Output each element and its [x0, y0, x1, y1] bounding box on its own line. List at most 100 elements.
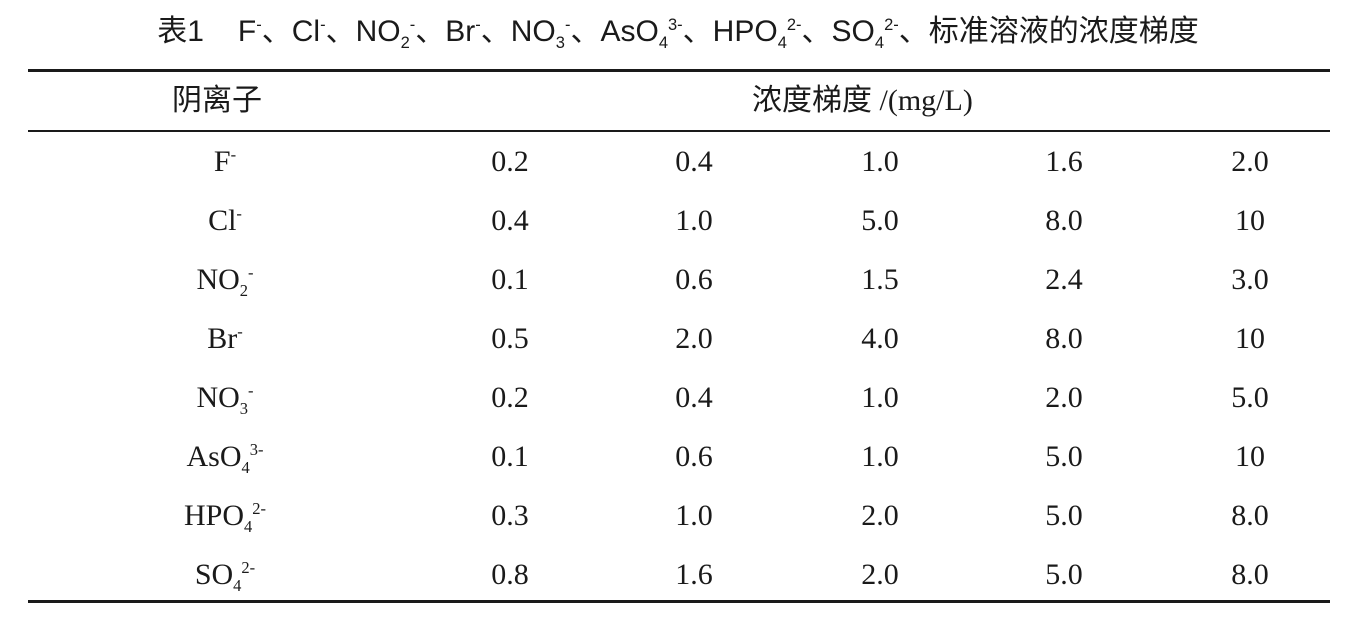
anion-cell: NO2-	[130, 250, 320, 309]
caption-ion: Cl-	[292, 15, 326, 48]
concentration-cell: 0.4	[675, 145, 713, 178]
ion-charge: -	[236, 204, 242, 223]
ion-charge: -	[475, 16, 481, 34]
concentration-cell: 2.0	[1045, 381, 1083, 414]
top-rule	[28, 69, 1330, 72]
concentration-cell: 0.1	[491, 440, 529, 473]
concentration-cell: 5.0	[1045, 499, 1083, 532]
caption-ion-list: F-、Cl-、NO2-、Br-、NO3-、AsO43-、HPO42-、SO42-…	[238, 15, 929, 51]
caption-separator: 、	[261, 15, 292, 48]
concentration-cell: 10	[1235, 204, 1265, 237]
caption-separator: 、	[682, 15, 713, 48]
concentration-cell: 1.6	[1045, 145, 1083, 178]
concentration-cell: 10	[1235, 322, 1265, 355]
ion-subscript: 4	[241, 458, 250, 477]
ion-charge: -	[248, 263, 254, 282]
ion-subscript: 4	[777, 34, 787, 52]
ion-symbol: Br	[207, 322, 238, 355]
caption-ion: AsO43-	[600, 15, 683, 51]
ion-symbol: NO	[510, 15, 556, 48]
header-rule	[28, 130, 1330, 132]
concentration-cell: 0.6	[675, 263, 713, 296]
caption-separator: 、	[415, 15, 446, 48]
ion-symbol: NO	[196, 263, 240, 296]
ion-subscript: 2	[239, 281, 249, 300]
ion-subscript: 2	[400, 34, 410, 52]
ion-symbol: Br	[445, 15, 476, 48]
ion-symbol: AsO	[600, 15, 659, 48]
concentration-cell: 8.0	[1231, 499, 1269, 532]
concentration-cell: 0.6	[675, 440, 713, 473]
ion-symbol: SO	[194, 558, 234, 591]
ion-charge: 3-	[249, 440, 264, 459]
concentration-cell: 1.0	[861, 440, 899, 473]
caption-ion: NO3-	[510, 15, 571, 51]
ion-symbol: AsO	[186, 440, 242, 473]
ion-charge: -	[237, 322, 243, 341]
concentration-cell: 1.0	[861, 381, 899, 414]
concentration-cell: 2.0	[861, 499, 899, 532]
caption-separator: 、	[570, 15, 601, 48]
ion-charge: -	[320, 16, 326, 34]
concentration-cell: 3.0	[1231, 263, 1269, 296]
concentration-cell: 2.4	[1045, 263, 1083, 296]
concentration-cell: 0.5	[491, 322, 529, 355]
caption-ion: F-	[238, 15, 262, 48]
table-caption: 表1 F-、Cl-、NO2-、Br-、NO3-、AsO43-、HPO42-、SO4…	[0, 10, 1356, 54]
ion-subscript: 4	[233, 576, 242, 595]
concentration-cell: 1.0	[861, 145, 899, 178]
concentration-cell: 1.0	[675, 499, 713, 532]
ion-subscript: 4	[874, 34, 885, 52]
ion-charge: -	[409, 16, 416, 34]
table-number: 表1	[157, 15, 204, 48]
header-concentration-gradient: 浓度梯度 /(mg/L)	[752, 84, 973, 117]
table-row: HPO42- 0.3 1.0 2.0 5.0 8.0	[0, 486, 1356, 545]
concentration-cell: 10	[1235, 440, 1265, 473]
ion-charge: -	[564, 16, 571, 34]
concentration-cell: 1.0	[675, 204, 713, 237]
concentration-cell: 0.2	[491, 381, 529, 414]
caption-ion: SO42-	[832, 15, 899, 51]
table-row: F- 0.2 0.4 1.0 1.6 2.0	[0, 132, 1356, 191]
caption-ion: HPO42-	[712, 15, 802, 51]
ion-symbol: F	[213, 145, 231, 178]
ion-charge: 2-	[252, 499, 266, 518]
ion-symbol: HPO	[183, 499, 244, 532]
caption-ion: Br-	[445, 15, 481, 48]
ion-charge: -	[230, 145, 237, 164]
anion-cell: NO3-	[130, 368, 320, 427]
table-row: SO42- 0.8 1.6 2.0 5.0 8.0	[0, 545, 1356, 604]
anion-cell: AsO43-	[130, 427, 320, 486]
concentration-cell: 4.0	[861, 322, 899, 355]
bottom-rule	[28, 600, 1330, 603]
concentration-cell: 2.0	[1231, 145, 1269, 178]
table-row: NO2- 0.1 0.6 1.5 2.4 3.0	[0, 250, 1356, 309]
header-anion: 阴离子	[172, 84, 262, 117]
table-row: AsO43- 0.1 0.6 1.0 5.0 10	[0, 427, 1356, 486]
ion-symbol: NO	[355, 15, 401, 48]
caption-ion: NO2-	[355, 15, 416, 51]
concentration-cell: 8.0	[1231, 558, 1269, 591]
ion-symbol: Cl	[291, 15, 321, 48]
concentration-cell: 2.0	[861, 558, 899, 591]
ion-charge: 3-	[668, 16, 683, 34]
caption-suffix: 标准溶液的浓度梯度	[928, 15, 1199, 48]
concentration-cell: 0.4	[491, 204, 529, 237]
ion-symbol: HPO	[712, 15, 778, 48]
ion-subscript: 4	[244, 517, 253, 536]
ion-charge: 2-	[884, 16, 899, 34]
concentration-cell: 5.0	[1045, 558, 1083, 591]
concentration-cell: 8.0	[1045, 204, 1083, 237]
concentration-cell: 0.2	[491, 145, 529, 178]
concentration-cell: 0.3	[491, 499, 529, 532]
concentration-cell: 1.5	[861, 263, 899, 296]
anion-cell: Br-	[130, 309, 320, 368]
anion-cell: SO42-	[130, 545, 320, 604]
concentration-cell: 5.0	[861, 204, 899, 237]
ion-charge: 2-	[786, 16, 802, 34]
concentration-cell: 5.0	[1231, 381, 1269, 414]
ion-charge: 2-	[241, 558, 256, 577]
caption-separator: 、	[325, 15, 356, 48]
ion-symbol: NO	[196, 381, 240, 414]
caption-separator: 、	[801, 15, 832, 48]
